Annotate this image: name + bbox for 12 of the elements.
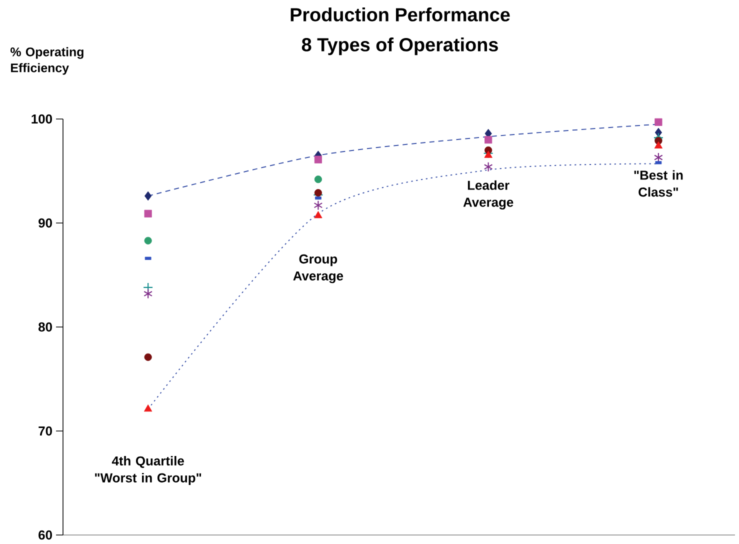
annotation: Leader Average (463, 180, 514, 210)
y-tick-label: 80 (38, 322, 52, 332)
chart-title: Production Performance (290, 8, 510, 22)
y-tick-label: 70 (38, 426, 52, 436)
y-axis-title: % Operating Efficiency (10, 47, 84, 75)
annotation: 4th Quartile "Worst in Group" (95, 456, 202, 486)
annotation: Group Average (293, 254, 344, 284)
chart-subtitle: 8 Types of Operations (302, 38, 498, 56)
y-tick-label: 60 (38, 530, 52, 540)
annotation: "Best in Class" (634, 170, 683, 197)
y-tick-label: 100 (32, 114, 52, 124)
y-tick-label: 90 (38, 218, 52, 228)
